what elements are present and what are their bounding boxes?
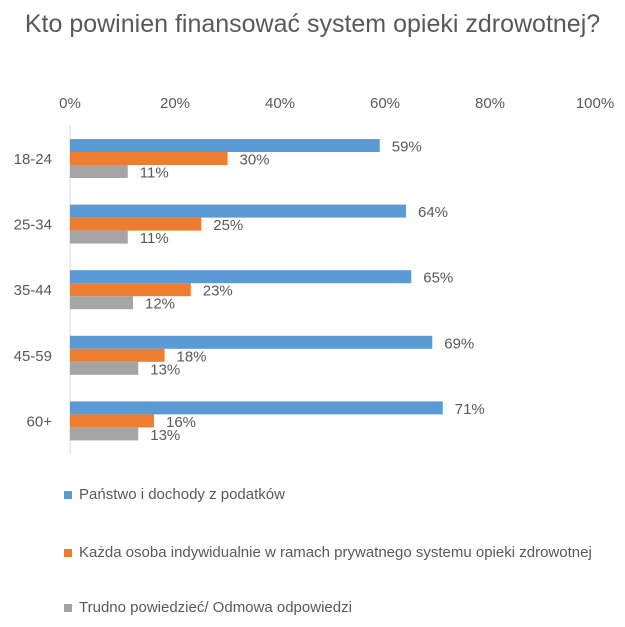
bar <box>70 204 406 218</box>
x-tick-label: 40% <box>265 95 295 112</box>
plot-area: 0% 20% 40% 60% 80% 100% 18-24 59% 30% 11% 25-34 64%… <box>14 95 614 455</box>
legend-item-individual: Każda osoba indywidualnie w ramach prywa… <box>64 542 604 563</box>
bar <box>70 270 412 284</box>
legend-swatch-orange <box>64 549 72 557</box>
data-label: 65% <box>423 270 453 287</box>
bar <box>70 217 202 231</box>
category-label: 25-34 <box>14 217 52 234</box>
category-label: 60+ <box>27 413 53 430</box>
category-label: 18-24 <box>14 151 52 168</box>
data-label: 64% <box>418 204 448 221</box>
category-label: 45-59 <box>14 348 52 365</box>
bar <box>70 427 139 441</box>
legend-item-state: Państwo i dochody z podatków <box>64 484 604 505</box>
bar <box>70 414 154 428</box>
x-tick-label: 80% <box>475 95 505 112</box>
data-label: 30% <box>240 152 270 169</box>
category-label: 35-44 <box>14 282 52 299</box>
bar <box>70 348 165 362</box>
chart-title: Kto powinien finansować system opieki zd… <box>24 10 601 38</box>
data-label: 71% <box>455 401 485 418</box>
data-label: 11% <box>140 165 169 182</box>
x-tick-label: 60% <box>370 95 400 112</box>
data-label: 12% <box>145 296 175 313</box>
bar <box>70 335 433 349</box>
bar <box>70 296 133 310</box>
data-label: 13% <box>150 427 180 444</box>
x-tick-label: 20% <box>160 95 190 112</box>
legend-label: Każda osoba indywidualnie w ramach prywa… <box>79 544 592 561</box>
bar <box>70 230 128 244</box>
x-tick-label: 100% <box>576 95 614 112</box>
data-label: 23% <box>203 283 233 300</box>
bar <box>70 361 139 375</box>
bar <box>70 283 191 297</box>
data-label: 69% <box>444 335 474 352</box>
bar <box>70 165 128 178</box>
data-label: 18% <box>177 348 207 365</box>
data-label: 16% <box>166 414 196 431</box>
bar <box>70 401 443 415</box>
legend-label: Państwo i dochody z podatków <box>79 486 285 503</box>
data-label: 25% <box>213 217 243 234</box>
x-tick-label: 0% <box>59 95 81 112</box>
data-label: 13% <box>150 361 180 378</box>
data-label: 59% <box>392 139 422 156</box>
legend-swatch-blue <box>64 491 72 499</box>
bar <box>70 139 380 152</box>
bar <box>70 152 228 165</box>
legend-item-unknown: Trudno powiedzieć/ Odmowa odpowiedzi <box>64 597 604 618</box>
legend-label: Trudno powiedzieć/ Odmowa odpowiedzi <box>79 599 352 616</box>
data-label: 11% <box>140 230 169 247</box>
legend-swatch-gray <box>64 604 72 612</box>
